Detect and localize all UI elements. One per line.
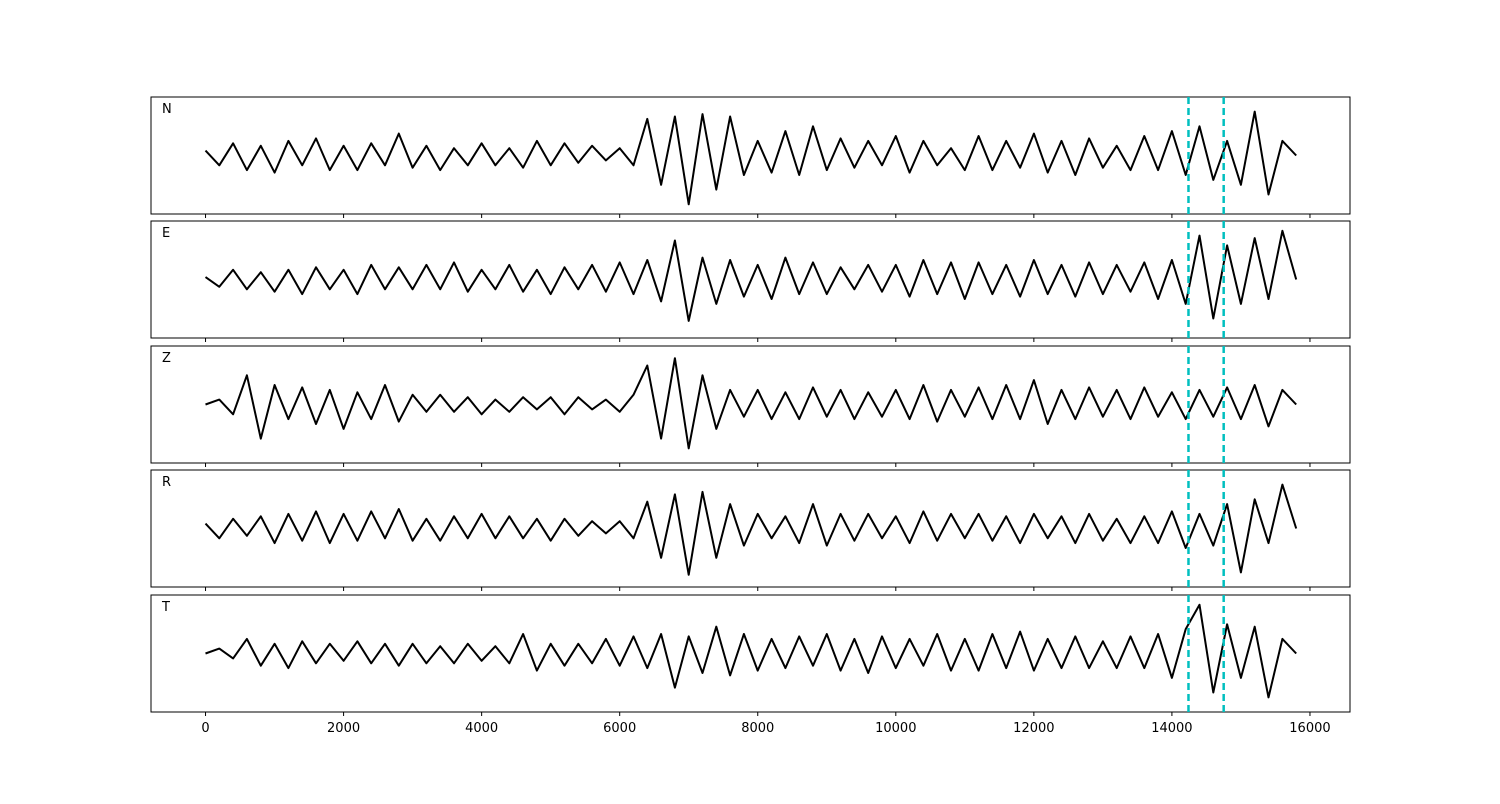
- trace: [204, 483, 1298, 576]
- axes-frame: [150, 469, 1351, 588]
- panel-label: E: [162, 226, 170, 241]
- x-tick-label: 6000: [603, 721, 636, 736]
- x-tick-label: 14000: [1151, 721, 1192, 736]
- axes-frame: [150, 220, 1351, 339]
- trace: [205, 603, 1297, 699]
- x-tick-label: 0: [201, 721, 209, 736]
- trace: [205, 357, 1297, 450]
- panel-label: R: [162, 475, 171, 490]
- panel-label: T: [161, 600, 170, 615]
- axes-frame: [150, 345, 1351, 464]
- axes-frame: [150, 594, 1351, 713]
- trace: [204, 229, 1298, 322]
- x-tick-label: 12000: [1013, 721, 1054, 736]
- x-tick-label: 8000: [741, 721, 774, 736]
- axes-frame: [150, 96, 1351, 215]
- x-tick-label: 10000: [875, 721, 916, 736]
- trace: [204, 110, 1297, 206]
- x-tick-label: 16000: [1289, 721, 1330, 736]
- x-tick-label: 2000: [327, 721, 360, 736]
- x-tick-label: 4000: [465, 721, 498, 736]
- panel-label: N: [162, 102, 172, 117]
- panel-label: Z: [162, 351, 171, 366]
